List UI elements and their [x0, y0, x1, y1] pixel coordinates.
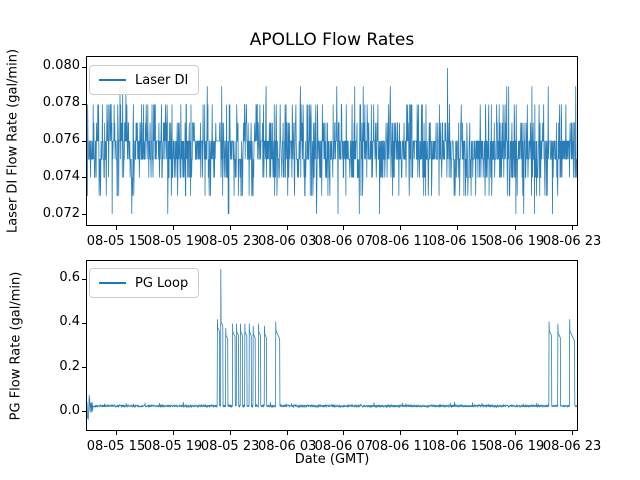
pg-loop-legend-label: PG Loop — [135, 275, 189, 291]
x-tick — [115, 226, 117, 230]
chart-title: APOLLO Flow Rates — [249, 30, 415, 50]
y-tick — [82, 177, 86, 179]
x-tick-label: 08-06 07 — [314, 439, 374, 454]
x-tick-label: 08-05 19 — [143, 234, 203, 249]
x-tick — [172, 431, 174, 435]
x-tick-label: 08-06 23 — [542, 439, 602, 454]
laser-di-plot — [87, 67, 577, 215]
x-tick-label: 08-06 11 — [371, 234, 431, 249]
y-tick-label: 0.2 — [59, 358, 80, 374]
top-legend: Laser DI — [89, 65, 200, 95]
pg-loop-plot — [87, 269, 577, 421]
x-tick — [514, 226, 516, 230]
pg-loop-legend-line-sample — [99, 282, 126, 284]
y-tick-label: 0.072 — [42, 205, 80, 221]
x-tick — [343, 226, 345, 230]
x-tick — [229, 431, 231, 435]
y-tick — [82, 322, 86, 324]
y-tick-label: 0.4 — [59, 314, 80, 330]
y-tick-label: 0.074 — [42, 168, 80, 184]
x-tick-label: 08-05 23 — [200, 439, 260, 454]
x-tick — [571, 226, 573, 230]
y-tick-label: 0.6 — [59, 270, 80, 286]
laser-di-line — [87, 67, 577, 215]
x-tick-label: 08-05 15 — [86, 234, 146, 249]
y-tick — [82, 278, 86, 280]
x-tick-label: 08-06 03 — [257, 234, 317, 249]
x-tick — [229, 226, 231, 230]
x-tick-label: 08-06 23 — [542, 234, 602, 249]
x-tick — [286, 431, 288, 435]
x-axis-label: Date (GMT) — [294, 452, 370, 467]
y-tick — [82, 367, 86, 369]
x-tick — [571, 431, 573, 435]
y-tick-label: 0.080 — [42, 58, 80, 74]
x-tick-label: 08-06 19 — [485, 439, 545, 454]
bottom-y-axis-label: PG Flow Rate (gal/min) — [8, 271, 24, 421]
x-tick-label: 08-06 11 — [371, 439, 431, 454]
y-tick — [82, 66, 86, 68]
x-tick — [457, 226, 459, 230]
x-tick — [457, 431, 459, 435]
y-tick — [82, 103, 86, 105]
x-tick-label: 08-05 23 — [200, 234, 260, 249]
x-tick — [343, 431, 345, 435]
x-tick-label: 08-06 03 — [257, 439, 317, 454]
x-tick — [286, 226, 288, 230]
x-tick-label: 08-06 15 — [428, 439, 488, 454]
x-tick-label: 08-06 07 — [314, 234, 374, 249]
x-tick-label: 08-06 15 — [428, 234, 488, 249]
y-tick-label: 0.0 — [59, 402, 80, 418]
y-tick-label: 0.078 — [42, 95, 80, 111]
x-tick — [115, 431, 117, 435]
y-tick — [82, 140, 86, 142]
x-tick-label: 08-05 15 — [86, 439, 146, 454]
x-tick — [172, 226, 174, 230]
y-tick — [82, 411, 86, 413]
x-tick-label: 08-05 19 — [143, 439, 203, 454]
laser-di-legend-label: Laser DI — [135, 72, 189, 88]
x-tick-label: 08-06 19 — [485, 234, 545, 249]
pg-loop-line — [87, 269, 577, 421]
x-tick — [514, 431, 516, 435]
bottom-legend: PG Loop — [89, 268, 200, 298]
y-tick — [82, 214, 86, 216]
laser-di-legend-line-sample — [99, 79, 126, 81]
x-tick — [400, 431, 402, 435]
x-tick — [400, 226, 402, 230]
y-tick-label: 0.076 — [42, 132, 80, 147]
